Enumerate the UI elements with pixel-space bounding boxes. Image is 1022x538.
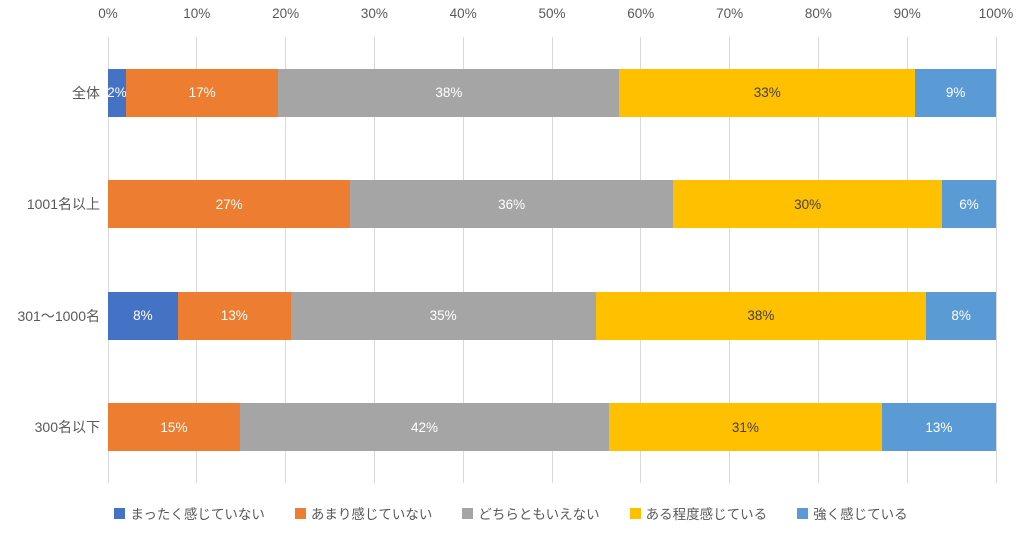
bar-row: 2% 17% 38% 33% 9% bbox=[107, 68, 996, 117]
x-axis-tick-label: 80% bbox=[804, 6, 832, 21]
bar-data-label: 33% bbox=[753, 85, 781, 100]
category-label: 全体 bbox=[72, 84, 100, 101]
bar-data-label: 15% bbox=[160, 419, 188, 435]
legend: まったく感じていない あまり感じていない どちらともいえない ある程度感じている 強く感… bbox=[0, 503, 1022, 523]
bar-segment: 8% bbox=[926, 291, 996, 340]
bar-segment: 36% bbox=[350, 180, 674, 229]
x-axis: 0% 10% 20% 30% 40% 50% 60% 70% 80% 90% 100% bbox=[98, 6, 1013, 26]
bar-segment: 2% bbox=[107, 68, 127, 117]
gridline bbox=[640, 37, 642, 483]
legend-label: 強く感じている bbox=[813, 507, 908, 522]
gridline bbox=[373, 37, 375, 483]
bar-segment: 42% bbox=[239, 403, 610, 452]
legend-item: まったく感じていない bbox=[114, 503, 265, 523]
bar-row: 8% 13% 35% 38% 8% bbox=[108, 291, 996, 340]
bar-data-label: 38% bbox=[747, 308, 775, 323]
bar-segment: 6% bbox=[942, 180, 996, 229]
legend-label: まったく感じていない bbox=[130, 507, 265, 522]
gridline bbox=[107, 37, 109, 483]
category-axis: 全体 1001名以上 301〜1000名 300名以下 bbox=[0, 37, 100, 483]
bar-segment: 35% bbox=[290, 291, 596, 340]
bar-data-label: 8% bbox=[951, 308, 971, 323]
bar-segment: 38% bbox=[595, 291, 927, 340]
bar-segment: 9% bbox=[915, 68, 996, 117]
legend-marker-icon bbox=[629, 507, 641, 519]
legend-label: あまり感じていない bbox=[310, 507, 433, 522]
category-label: 1001名以上 bbox=[26, 196, 100, 213]
bar-row: 27% 36% 30% 6% bbox=[108, 180, 996, 229]
legend-marker-icon bbox=[797, 507, 809, 519]
x-axis-tick-label: 60% bbox=[627, 6, 655, 21]
x-axis-tick-label: 50% bbox=[538, 6, 566, 21]
gridline bbox=[906, 37, 908, 483]
bar-data-label: 6% bbox=[959, 196, 979, 212]
bar-segment: 30% bbox=[673, 180, 943, 229]
plot-area: 2% 17% 38% 33% 9% 27% 36% 30% 6% 8% 13% 35% 38% 8% 15%… bbox=[107, 37, 997, 483]
gridline bbox=[462, 37, 464, 483]
bar-data-label: 13% bbox=[220, 308, 248, 323]
x-axis-tick-label: 30% bbox=[360, 6, 388, 21]
bar-segment: 13% bbox=[881, 403, 996, 452]
bar-data-label: 35% bbox=[429, 308, 457, 323]
gridline bbox=[551, 37, 553, 483]
bar-segment: 13% bbox=[177, 291, 291, 340]
gridline bbox=[995, 37, 997, 483]
bar-data-label: 8% bbox=[133, 308, 153, 323]
gridline bbox=[196, 37, 198, 483]
x-axis-tick-label: 70% bbox=[716, 6, 744, 21]
legend-item: あまり感じていない bbox=[294, 503, 433, 523]
bar-data-label: 2% bbox=[107, 85, 127, 100]
bar-segment: 31% bbox=[609, 403, 882, 452]
bar-data-label: 27% bbox=[215, 196, 243, 212]
bar-segment: 38% bbox=[278, 68, 620, 117]
legend-label: どちらともいえない bbox=[478, 507, 600, 522]
x-axis-tick-label: 40% bbox=[449, 6, 477, 21]
bar-data-label: 30% bbox=[794, 196, 822, 212]
bar-data-label: 17% bbox=[188, 85, 216, 100]
gridline bbox=[729, 37, 731, 483]
bar-segment: 17% bbox=[125, 68, 279, 117]
bar-row: 15% 42% 31% 13% bbox=[108, 403, 996, 452]
x-axis-tick-label: 20% bbox=[272, 6, 300, 21]
x-axis-tick-label: 100% bbox=[978, 6, 1014, 21]
x-axis-tick-label: 0% bbox=[98, 6, 118, 21]
gridline bbox=[285, 37, 287, 483]
bar-data-label: 36% bbox=[498, 196, 526, 212]
category-label: 301〜1000名 bbox=[17, 307, 100, 324]
legend-marker-icon bbox=[462, 507, 474, 519]
bar-data-label: 38% bbox=[435, 85, 463, 100]
category-label: 300名以下 bbox=[34, 419, 100, 436]
bar-segment: 27% bbox=[108, 180, 351, 229]
bar-segment: 33% bbox=[619, 68, 916, 117]
bar-data-label: 42% bbox=[410, 419, 439, 435]
gridline bbox=[817, 37, 819, 483]
x-axis-tick-label: 90% bbox=[893, 6, 921, 21]
legend-marker-icon bbox=[114, 507, 126, 519]
bar-data-label: 13% bbox=[925, 419, 953, 435]
bar-segment: 8% bbox=[108, 291, 178, 340]
bar-data-label: 9% bbox=[945, 85, 966, 100]
bar-data-label: 31% bbox=[731, 419, 759, 435]
x-axis-tick-label: 10% bbox=[183, 6, 211, 21]
legend-marker-icon bbox=[294, 507, 306, 519]
legend-item: 強く感じている bbox=[797, 503, 908, 523]
legend-item: どちらともいえない bbox=[462, 503, 600, 523]
bar-segment: 15% bbox=[108, 403, 240, 452]
legend-label: ある程度感じている bbox=[645, 507, 768, 522]
legend-item: ある程度感じている bbox=[629, 503, 768, 523]
